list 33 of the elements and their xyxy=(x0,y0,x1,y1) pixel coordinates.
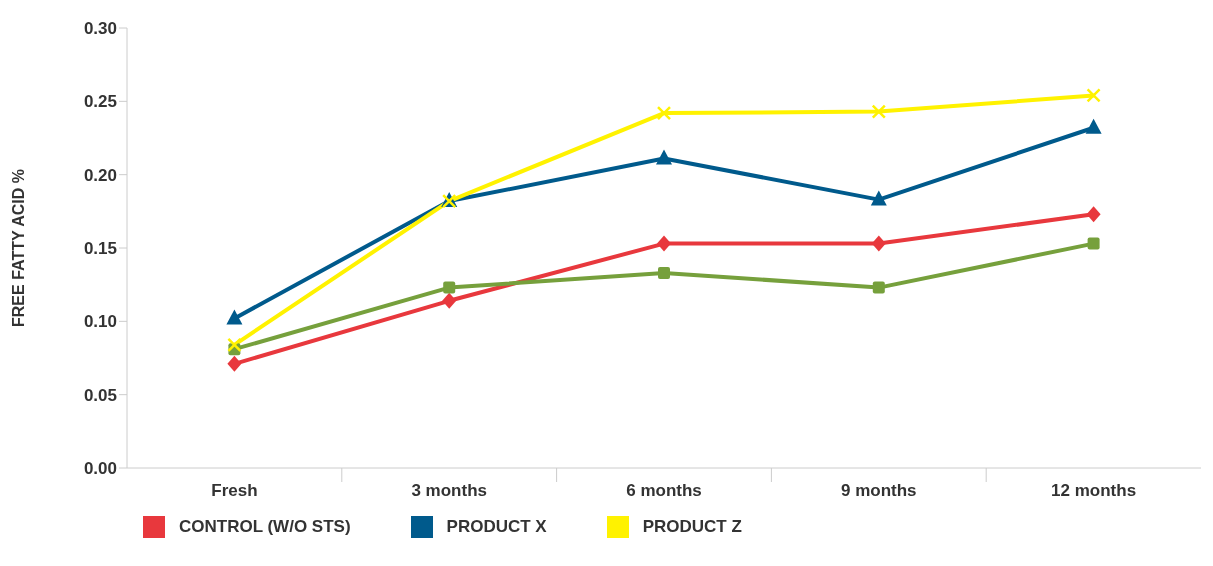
point xyxy=(1087,237,1100,250)
point xyxy=(871,104,887,119)
legend-label: PRODUCT X xyxy=(446,517,547,537)
point xyxy=(227,355,242,372)
y-tick-label: 0.05 xyxy=(83,385,117,405)
x-tick-label: Fresh xyxy=(211,481,258,500)
x-tick-label: 6 months xyxy=(626,481,702,500)
point xyxy=(226,309,243,325)
legend-label: CONTROL (W/O STS) xyxy=(179,517,351,537)
x-tick-label: 12 months xyxy=(1051,481,1137,500)
point xyxy=(227,337,242,353)
point xyxy=(1085,118,1102,134)
legend-label: PRODUCT Z xyxy=(642,517,742,537)
y-tick-label: 0.00 xyxy=(83,459,117,479)
y-tick-label: 0.25 xyxy=(83,92,117,112)
y-tick-label: 0.10 xyxy=(83,312,117,332)
point xyxy=(872,281,885,294)
point xyxy=(656,149,672,165)
point xyxy=(658,266,670,279)
point xyxy=(442,292,457,309)
point xyxy=(1086,88,1101,103)
point xyxy=(656,105,672,121)
x-tick-label: 9 months xyxy=(841,481,917,500)
x-tick-label: 3 months xyxy=(411,481,487,500)
y-tick-label: 0.15 xyxy=(83,239,117,259)
y-tick-label: 0.30 xyxy=(83,19,117,39)
point xyxy=(871,235,886,252)
point xyxy=(870,190,887,206)
y-axis-title: FREE FATTY ACID % xyxy=(9,169,27,327)
point xyxy=(657,235,671,252)
point xyxy=(1086,206,1101,223)
point xyxy=(443,281,456,294)
y-tick-label: 0.20 xyxy=(83,165,117,185)
